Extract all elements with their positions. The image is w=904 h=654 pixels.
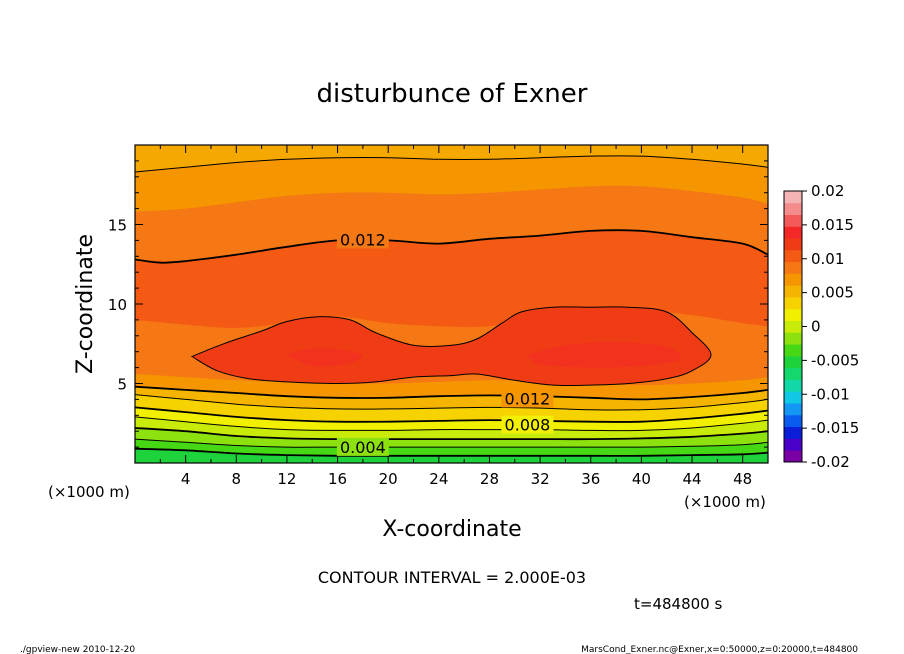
contour-labels: 0.012 0.012 0.008 0.004 <box>336 230 554 457</box>
y-axis-label: Z-coordinate <box>73 234 98 374</box>
contour-label-gap-2 <box>501 415 554 434</box>
colorbar-cell-0 <box>784 450 802 463</box>
contour-band-12 <box>135 145 768 172</box>
colorbar-cell-15 <box>784 273 802 286</box>
contour-label-gap-3 <box>336 437 389 456</box>
colorbar-cell-20 <box>784 214 802 227</box>
x-tick-label-28: 28 <box>480 470 499 488</box>
contour-line-2 <box>135 427 768 441</box>
y-tick-label-15: 15 <box>108 217 127 235</box>
colorbar-cell-18 <box>784 238 802 251</box>
colorbar-cell-6 <box>784 379 802 392</box>
x-axis-label: X-coordinate <box>382 517 521 542</box>
contour-line-5 <box>135 394 768 411</box>
contour-label-1: 0.012 <box>505 389 551 408</box>
y-tick-label-5: 5 <box>117 376 127 394</box>
contour-line-6 <box>135 385 768 401</box>
colorbar-cell-5 <box>784 391 802 404</box>
y-tick-label-10: 10 <box>108 296 127 314</box>
x-tick-label-44: 44 <box>682 470 701 488</box>
chart-title: disturbunce of Exner <box>317 79 588 109</box>
colorbar-cell-8 <box>784 355 802 369</box>
contour-label-gap-1 <box>501 389 554 408</box>
contour-line-7 <box>135 229 768 264</box>
x-unit-right: (×1000 m) <box>684 493 766 511</box>
colorbar-cell-19 <box>784 226 802 239</box>
colorbar-cell-11 <box>784 320 802 333</box>
colorbar-cell-14 <box>784 285 802 298</box>
x-tick-label-24: 24 <box>429 470 448 488</box>
x-tick-label-36: 36 <box>581 470 600 488</box>
x-tick-label-40: 40 <box>632 470 651 488</box>
colorbar-cell-9 <box>784 344 802 357</box>
plot-area <box>135 145 768 463</box>
contour-line-0 <box>135 447 768 457</box>
colorbar-cell-3 <box>784 414 802 428</box>
x-unit-left: (×1000 m) <box>48 483 130 501</box>
colorbar-tick-label-3: 0.005 <box>811 284 854 302</box>
colorbar-cell-2 <box>784 426 802 439</box>
x-tick-label-32: 32 <box>531 470 550 488</box>
contour-line-8 <box>135 155 768 173</box>
footer-right: MarsCond_Exner.nc@Exner,x=0:50000,z=0:20… <box>581 645 858 654</box>
colorbar-cell-17 <box>784 249 802 263</box>
time-label: t=484800 s <box>634 595 722 613</box>
colorbar-tick-label-6: -0.01 <box>811 385 850 403</box>
colorbar-ticks: 0.02 0.015 0.01 0.005 0 -0.005 -0.01 -0.015 -0.0… <box>802 182 859 471</box>
contour-label-3: 0.004 <box>340 438 386 457</box>
colorbar-cell-13 <box>784 297 802 310</box>
x-tick-label-12: 12 <box>277 470 296 488</box>
colorbar-cell-12 <box>784 308 802 322</box>
contour-line-1 <box>135 438 768 448</box>
contour-label-2: 0.008 <box>505 416 551 435</box>
contour-core-1 <box>527 342 681 368</box>
colorbar-tick-label-7: -0.015 <box>811 419 859 437</box>
colorbar <box>783 190 803 463</box>
contour-line-3 <box>135 416 768 432</box>
contour-interval-note: CONTOUR INTERVAL = 2.000E-03 <box>318 568 586 587</box>
x-tick-label-8: 8 <box>232 470 242 488</box>
x-tick-label-48: 48 <box>733 470 752 488</box>
colorbar-cell-22 <box>784 191 802 204</box>
colorbar-tick-label-1: 0.015 <box>811 216 854 234</box>
colorbar-tick-label-2: 0.01 <box>811 250 844 268</box>
colorbar-cell-4 <box>784 403 802 416</box>
footer-left: ./gpview-new 2010-12-20 <box>20 645 135 654</box>
colorbar-cell-21 <box>784 202 802 215</box>
colorbar-tick-label-4: 0 <box>811 318 821 336</box>
colorbar-tick-label-8: -0.02 <box>811 453 850 471</box>
x-tick-label-16: 16 <box>328 470 347 488</box>
contour-band-11 <box>135 145 768 212</box>
colorbar-tick-label-0: 0.02 <box>811 182 844 200</box>
colorbar-tick-label-5: -0.005 <box>811 351 859 369</box>
colorbar-cell-10 <box>784 332 802 345</box>
contour-line-4 <box>135 406 768 423</box>
x-tick-label-20: 20 <box>379 470 398 488</box>
x-tick-label-4: 4 <box>181 470 191 488</box>
colorbar-cell-7 <box>784 367 802 380</box>
contour-label-0: 0.012 <box>340 230 386 249</box>
contour-core-0 <box>286 348 363 367</box>
colorbar-cell-16 <box>784 261 802 274</box>
contour-label-gap-0 <box>336 230 389 249</box>
colorbar-cell-1 <box>784 438 802 451</box>
